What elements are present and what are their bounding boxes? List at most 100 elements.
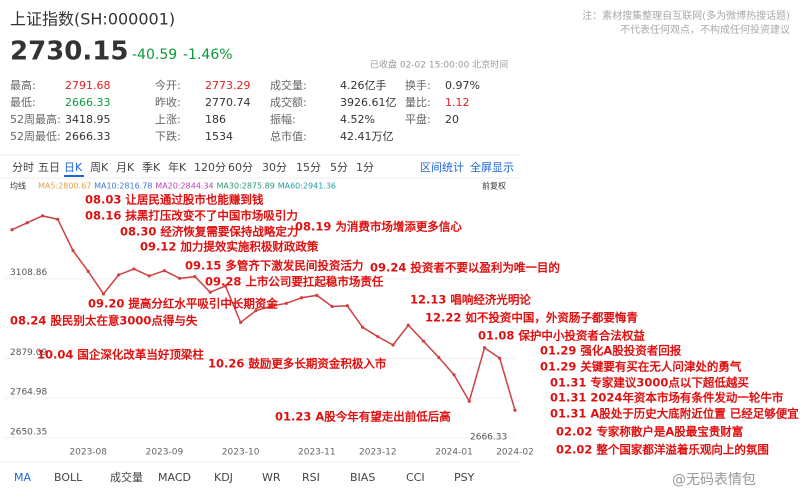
stat-label: 下跌: xyxy=(155,129,181,143)
period-tab[interactable]: 1分 xyxy=(356,161,374,174)
stat-value: 2791.68 xyxy=(65,79,111,92)
price-point xyxy=(513,408,517,412)
x-tick-label: 2023-12 xyxy=(359,448,397,458)
x-tick-label: 2023-09 xyxy=(146,448,184,458)
price-point xyxy=(376,335,380,339)
ma-label: 均线 xyxy=(10,181,26,191)
period-tab[interactable]: 分时 xyxy=(12,161,34,174)
annotation: 08.30 经济恢复需要保持战略定力 xyxy=(120,225,298,239)
period-tab[interactable]: 五日 xyxy=(38,161,60,174)
ma-value: MA10:2816.78 xyxy=(94,182,152,191)
price-line xyxy=(11,215,516,411)
indicator-tab[interactable]: BIAS xyxy=(350,471,375,484)
stat-label: 换手: xyxy=(405,78,431,92)
price-point xyxy=(86,269,90,273)
indicator-tab[interactable]: RSI xyxy=(302,471,320,484)
period-tab[interactable]: 5分 xyxy=(330,161,348,174)
annotation: 12.22 如不投资中国，外资肠子都要悔青 xyxy=(425,311,638,325)
annotation: 02.02 专家称散户是A股最宝贵财富 xyxy=(556,425,743,439)
annotation: 02.02 整个国家都洋溢着乐观向上的氛围 xyxy=(556,443,769,457)
annotation: 09.15 多管齐下激发民间投资活力 xyxy=(185,259,363,273)
annotation: 01.29 强化A股投资者回报 xyxy=(540,344,682,358)
annotation: 01.31 专家建议3000点以下超低越买 xyxy=(550,376,749,390)
ma-value: MA60:2941.36 xyxy=(278,182,336,191)
annotation: 09.24 投资者不要以盈利为唯一目的 xyxy=(370,261,560,275)
annotation: 08.24 股民别太在意3000点得与失 xyxy=(10,314,198,328)
stat-value: 1534 xyxy=(205,130,233,143)
period-tab[interactable]: 季K xyxy=(142,161,161,174)
stat-value: 3926.61亿 xyxy=(340,96,397,109)
annotation: 09.12 加力提效实施积极财政政策 xyxy=(140,240,319,254)
price-point xyxy=(406,323,410,327)
price-point xyxy=(254,309,258,313)
period-tab[interactable]: 周K xyxy=(90,161,109,174)
price-point xyxy=(284,301,288,305)
price: 2730.15 xyxy=(10,37,128,67)
period-tab[interactable]: 120分 xyxy=(194,161,226,174)
stat-label: 成交量: xyxy=(270,78,307,92)
period-tab[interactable]: 30分 xyxy=(262,161,287,174)
price-point xyxy=(315,293,319,297)
adjust: 前复权 xyxy=(482,181,506,191)
x-tick-label: 2024-02 xyxy=(496,448,534,458)
price-point xyxy=(391,343,395,347)
annotation: 12.13 唱响经济光明论 xyxy=(410,293,531,307)
period-tab[interactable]: 60分 xyxy=(228,161,253,174)
x-tick-label: 2024-01 xyxy=(435,448,473,458)
price-point xyxy=(147,274,151,278)
indicator-tab[interactable]: MA xyxy=(14,471,31,484)
indicator-tab[interactable]: MACD xyxy=(158,471,191,484)
indicator-tab[interactable]: PSY xyxy=(454,471,475,484)
period-tab[interactable]: 日K xyxy=(64,161,83,174)
price-point xyxy=(482,346,487,350)
y-tick-label: 2879.09 xyxy=(10,348,47,358)
y-tick-label: 2650.35 xyxy=(10,427,47,437)
low-label: 2666.33 xyxy=(470,433,507,443)
stat-label: 最低: xyxy=(10,96,36,109)
tab-link[interactable]: 区间统计 xyxy=(420,161,464,174)
period-tab[interactable]: 月K xyxy=(116,161,135,174)
status: 已收盘 02-02 15:00:00 北京时间 xyxy=(370,59,508,71)
period-tab[interactable]: 年K xyxy=(168,160,187,174)
stat-value: 1.12 xyxy=(445,96,470,109)
annotation: 10.26 鼓励更多长期资金积极入市 xyxy=(208,357,387,371)
price-point xyxy=(421,339,426,343)
price-point xyxy=(330,304,334,309)
ma-value: MA20:2844.34 xyxy=(155,182,213,191)
indicator-tab[interactable]: BOLL xyxy=(54,471,83,484)
x-tick-label: 2023-08 xyxy=(69,448,107,458)
stat-label: 昨收: xyxy=(155,95,181,109)
price-point xyxy=(345,304,349,308)
x-tick-label: 2023-10 xyxy=(222,448,260,458)
indicator-tab[interactable]: 成交量 xyxy=(110,470,143,484)
stat-label: 52周最高: xyxy=(10,112,61,126)
price-point xyxy=(269,304,273,308)
stat-label: 量比: xyxy=(405,96,431,109)
change-pct: -1.46% xyxy=(183,47,233,63)
annotation: 09.20 提高分红水平吸引中长期资金 xyxy=(88,297,278,311)
annotation: 08.19 为消费市场增添更多信心 xyxy=(295,220,462,234)
price-point xyxy=(56,217,60,221)
annotation: 01.29 关键要有买在无人问津处的勇气 xyxy=(540,360,742,374)
title: 上证指数(SH:000001) xyxy=(10,10,175,29)
price-point xyxy=(117,273,121,277)
price-point xyxy=(300,296,304,300)
indicator-tab[interactable]: CCI xyxy=(406,471,425,484)
annotation: 08.16 抹黑打压改变不了中国市场吸引力 xyxy=(85,209,298,223)
period-tab[interactable]: 15分 xyxy=(296,161,321,174)
price-point xyxy=(25,221,29,225)
stat-value: 0.97% xyxy=(445,79,480,92)
y-tick-label: 3108.86 xyxy=(10,268,47,278)
annotation: 10.04 国企深化改革当好顶梁柱 xyxy=(37,348,204,362)
indicator-tab[interactable]: KDJ xyxy=(214,471,233,484)
tab-link[interactable]: 全屏显示 xyxy=(470,160,514,174)
watermark: @无码表情包 xyxy=(672,472,756,488)
indicator-tab[interactable]: WR xyxy=(262,471,281,484)
stat-label: 成交额: xyxy=(270,95,307,109)
price-point xyxy=(101,292,106,296)
stat-label: 平盘: xyxy=(405,112,431,126)
price-point xyxy=(239,320,243,325)
stat-label: 上涨: xyxy=(155,113,181,126)
price-point xyxy=(178,276,182,280)
